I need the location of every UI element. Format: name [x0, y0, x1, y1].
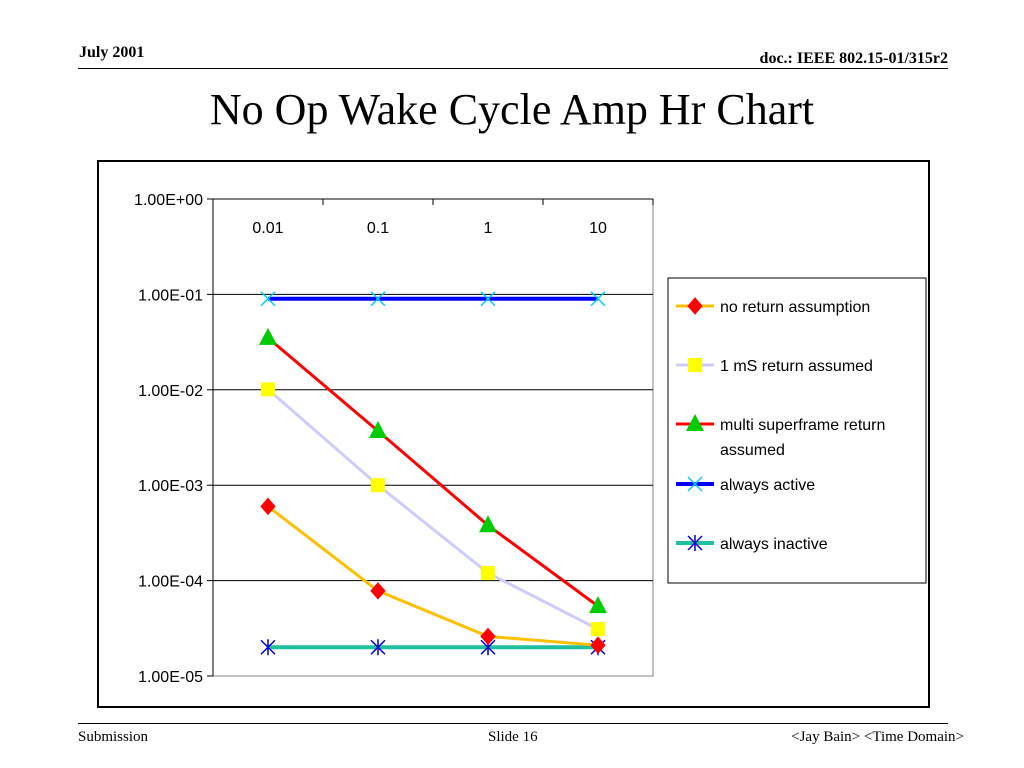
legend-marker [686, 414, 704, 431]
series-line [267, 505, 599, 647]
series-marker [260, 291, 276, 307]
series-marker [480, 291, 496, 307]
series-marker [371, 478, 385, 493]
x-tick-label: 1 [484, 220, 493, 237]
series-marker [589, 596, 607, 614]
series-marker [481, 566, 495, 581]
slide-title: No Op Wake Cycle Amp Hr Chart [209, 85, 815, 134]
legend-marker [687, 535, 703, 551]
x-tick-label: 0.01 [252, 220, 283, 237]
series-line [267, 336, 599, 608]
series-marker [591, 622, 605, 637]
footer-slide-number: Slide 16 [488, 729, 538, 745]
series-marker [261, 382, 275, 397]
header-date: July 2001 [79, 44, 145, 61]
legend-label: 1 mS return assumed [720, 358, 873, 375]
series-marker [590, 291, 606, 307]
legend-marker [687, 297, 703, 315]
legend-label: always active [720, 477, 815, 494]
y-tick-label: 1.00E-05 [138, 669, 203, 686]
footer-submission: Submission [78, 729, 149, 745]
series-line [267, 388, 599, 631]
y-tick-label: 1.00E-03 [138, 478, 203, 495]
legend-marker [688, 358, 702, 372]
series-marker [480, 627, 496, 646]
series-marker [590, 636, 606, 655]
series-marker [260, 639, 276, 656]
legend-label: no return assumption [720, 299, 870, 316]
legend-box [667, 277, 927, 584]
legend-marker [687, 476, 703, 492]
y-tick-label: 1.00E-04 [138, 574, 203, 591]
footer-author: <Jay Bain> <Time Domain> [791, 729, 964, 745]
y-tick-label: 1.00E-01 [138, 287, 203, 304]
series-marker [260, 497, 276, 516]
y-tick-label: 1.00E+00 [134, 192, 203, 209]
x-tick-label: 10 [589, 220, 607, 237]
header-divider [78, 68, 948, 69]
legend-label: always inactive [720, 536, 828, 553]
chart: 1.00E+00 1.00E-01 1.00E-02 1.00E-03 1.00E-04… [134, 192, 927, 686]
header-doc-id: doc.: IEEE 802.15-01/315r2 [759, 50, 948, 67]
series-marker [479, 515, 497, 533]
series-marker [370, 582, 386, 600]
legend-label: multi superframe return assumed [720, 417, 885, 459]
footer-divider [78, 723, 948, 724]
chart-frame: 1.00E+00 1.00E-01 1.00E-02 1.00E-03 1.00E-04… [97, 160, 930, 708]
series-marker [370, 639, 386, 656]
series-marker [370, 291, 386, 307]
series-marker [259, 327, 277, 345]
series-marker [369, 420, 387, 438]
plot-area [212, 198, 654, 677]
y-tick-label: 1.00E-02 [138, 383, 203, 400]
x-tick-label: 0.1 [367, 220, 389, 237]
